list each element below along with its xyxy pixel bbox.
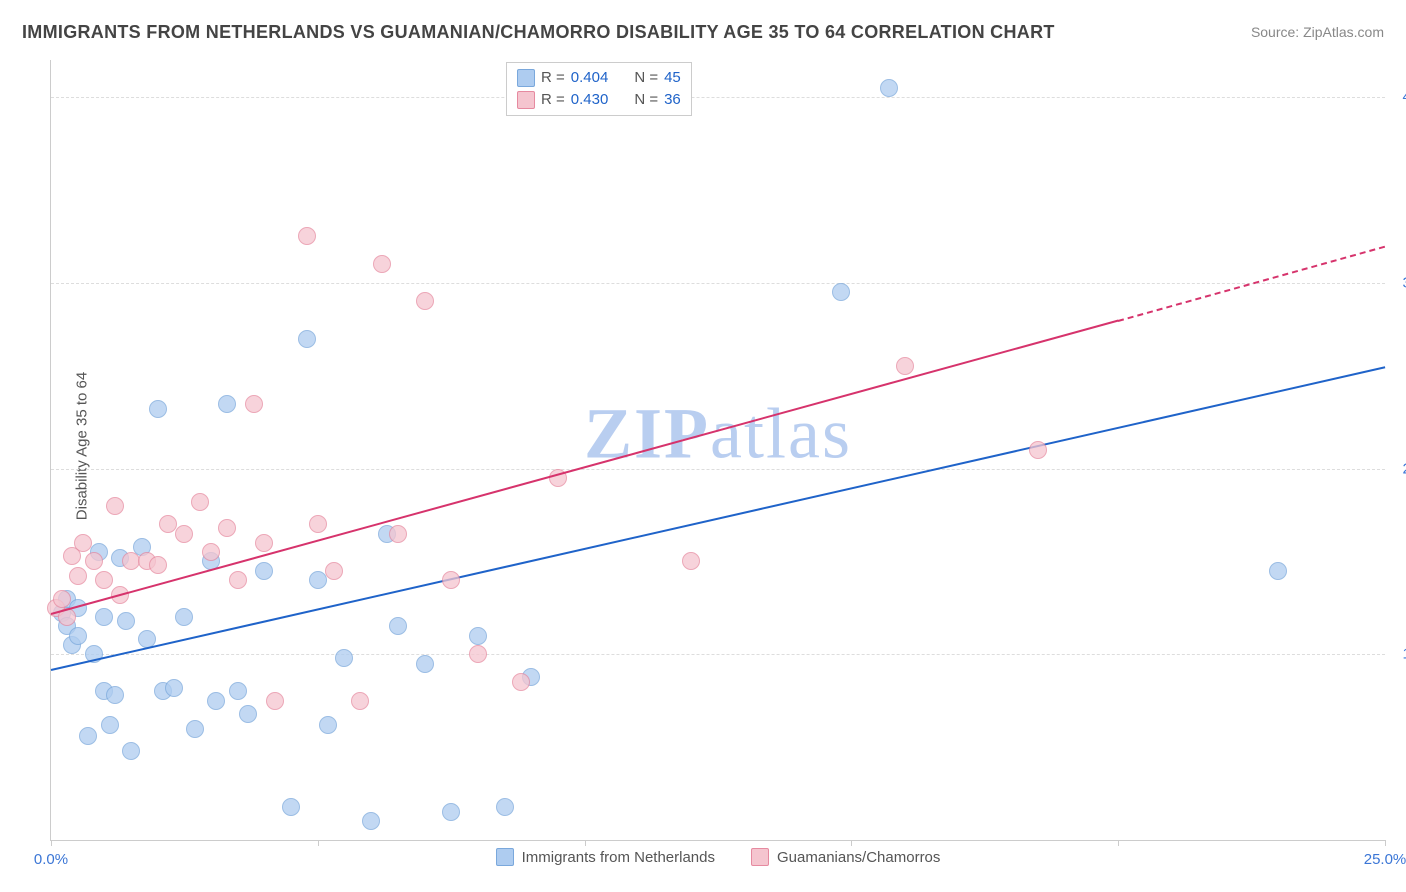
data-point [218,395,236,413]
legend-swatch [496,848,514,866]
data-point [266,692,284,710]
data-point [165,679,183,697]
data-point [298,227,316,245]
n-label: N = [634,89,658,111]
legend-swatch [517,69,535,87]
r-value: 0.430 [571,89,609,111]
data-point [373,255,391,273]
series-legend: Immigrants from Netherlands Guamanians/Ch… [51,848,1385,870]
x-tick-mark [585,840,586,846]
source-prefix: Source: [1251,24,1303,40]
legend-item: Guamanians/Chamorros [751,848,940,866]
legend-row: R = 0.430 N = 36 [517,89,681,111]
data-point [101,716,119,734]
watermark-light: atlas [710,394,852,474]
data-point [335,649,353,667]
data-point [149,556,167,574]
x-tick-mark [51,840,52,846]
data-point [175,608,193,626]
data-point [389,617,407,635]
data-point [442,803,460,821]
r-label: R = [541,67,565,89]
data-point [351,692,369,710]
data-point [106,497,124,515]
data-point [469,627,487,645]
data-point [416,292,434,310]
data-point [416,655,434,673]
x-tick-mark [1385,840,1386,846]
data-point [74,534,92,552]
data-point [442,571,460,589]
legend-item: Immigrants from Netherlands [496,848,715,866]
gridline [51,97,1385,98]
data-point [53,590,71,608]
r-label: R = [541,89,565,111]
data-point [85,552,103,570]
data-point [880,79,898,97]
data-point [389,525,407,543]
data-point [309,515,327,533]
data-point [79,727,97,745]
data-point [896,357,914,375]
data-point [496,798,514,816]
data-point [832,283,850,301]
data-point [255,562,273,580]
data-point [149,400,167,418]
data-point [218,519,236,537]
x-tick-mark [1118,840,1119,846]
data-point [122,742,140,760]
x-tick-mark [851,840,852,846]
legend-swatch [517,91,535,109]
data-point [1029,441,1047,459]
data-point [245,395,263,413]
legend-row: R = 0.404 N = 45 [517,67,681,89]
trend-line [1118,246,1385,322]
data-point [69,627,87,645]
data-point [298,330,316,348]
source-value: ZipAtlas.com [1303,24,1384,40]
data-point [319,716,337,734]
scatter-plot: ZIPatlas 10.0%20.0%30.0%40.0%0.0%25.0%R … [50,60,1385,841]
gridline [51,654,1385,655]
data-point [95,608,113,626]
n-value: 45 [664,67,681,89]
data-point [117,612,135,630]
data-point [362,812,380,830]
r-value: 0.404 [571,67,609,89]
correlation-legend: R = 0.404 N = 45 R = 0.430 N = 36 [506,62,692,116]
legend-swatch [751,848,769,866]
gridline [51,283,1385,284]
y-tick-label: 10.0% [1390,646,1406,663]
y-tick-label: 30.0% [1390,274,1406,291]
data-point [69,567,87,585]
data-point [325,562,343,580]
data-point [229,571,247,589]
data-point [282,798,300,816]
data-point [469,645,487,663]
x-tick-mark [318,840,319,846]
data-point [191,493,209,511]
data-point [682,552,700,570]
legend-label: Guamanians/Chamorros [777,849,940,866]
legend-label: Immigrants from Netherlands [522,849,715,866]
n-value: 36 [664,89,681,111]
chart-title: IMMIGRANTS FROM NETHERLANDS VS GUAMANIAN… [22,22,1055,43]
data-point [186,720,204,738]
data-point [255,534,273,552]
n-label: N = [634,67,658,89]
data-point [1269,562,1287,580]
data-point [309,571,327,589]
data-point [202,543,220,561]
y-tick-label: 20.0% [1390,460,1406,477]
source-label: Source: ZipAtlas.com [1251,24,1384,40]
data-point [95,571,113,589]
gridline [51,469,1385,470]
data-point [207,692,225,710]
data-point [239,705,257,723]
data-point [106,686,124,704]
data-point [229,682,247,700]
data-point [175,525,193,543]
y-tick-label: 40.0% [1390,89,1406,106]
data-point [512,673,530,691]
